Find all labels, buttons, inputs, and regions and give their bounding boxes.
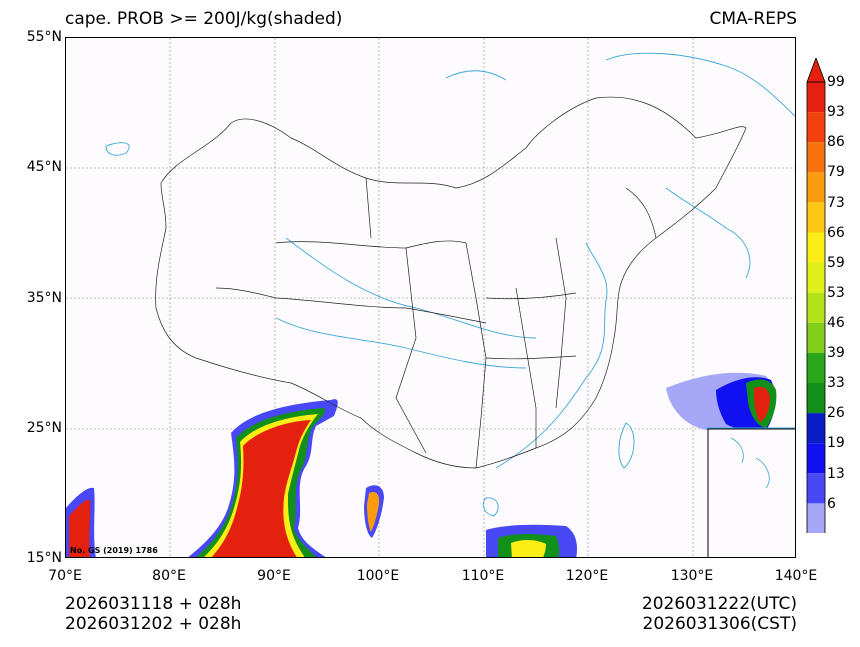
- colorbar: [806, 58, 826, 533]
- colorbar-label-66: 66: [827, 225, 845, 241]
- valid-time-block: 2026031222(UTC) 2026031306(CST): [642, 594, 797, 634]
- south-sea-inset: [707, 428, 795, 557]
- init-time-line1: 2026031118 + 028h: [65, 594, 242, 614]
- colorbar-label-73: 73: [827, 195, 845, 211]
- lon-label-100: 100°E: [356, 568, 400, 584]
- colorbar-label-26: 26: [827, 405, 845, 421]
- colorbar-label-13: 13: [827, 466, 845, 482]
- lat-label-45: 45°N: [26, 159, 62, 175]
- init-time-block: 2026031118 + 028h 2026031202 + 028h: [65, 594, 241, 634]
- colorbar-label-39: 39: [827, 345, 845, 361]
- colorbar-box-59: [807, 262, 825, 293]
- lon-label-120: 120°E: [565, 568, 609, 584]
- colorbar-box-53: [807, 292, 825, 323]
- colorbar-box-39: [807, 352, 825, 383]
- cape-probability-shading: [66, 372, 777, 557]
- lat-label-15: 15°N: [26, 550, 62, 566]
- colorbar-label-79: 79: [827, 164, 845, 180]
- colorbar-label-33: 33: [827, 375, 845, 391]
- colorbar-box-79: [807, 172, 825, 203]
- colorbar-label-46: 46: [827, 315, 845, 331]
- colorbar-label-59: 59: [827, 255, 845, 271]
- colorbar-box-26: [807, 413, 825, 444]
- lon-label-110: 110°E: [461, 568, 505, 584]
- valid-time-utc: 2026031222(UTC): [641, 594, 797, 614]
- graticule: [66, 38, 795, 557]
- colorbar-box-66: [807, 232, 825, 263]
- map-area[interactable]: No. GS (2019) 1786: [65, 37, 796, 558]
- init-time-line2: 2026031202 + 028h: [65, 614, 242, 634]
- model-name: CMA-REPS: [709, 9, 797, 29]
- lat-label-35: 35°N: [26, 290, 62, 306]
- colorbar-box-99: [807, 82, 825, 113]
- colorbar-box-6: [807, 503, 825, 533]
- colorbar-box-93: [807, 112, 825, 143]
- colorbar-box-19: [807, 443, 825, 474]
- lat-label-55: 55°N: [26, 29, 62, 45]
- colorbar-extend-max: [806, 58, 826, 83]
- map-title: cape. PROB >= 200J/kg(shaded): [65, 9, 343, 29]
- colorbar-label-93: 93: [827, 104, 845, 120]
- colorbar-box-33: [807, 383, 825, 414]
- colorbar-label-19: 19: [827, 435, 845, 451]
- valid-time-cst: 2026031306(CST): [642, 614, 797, 634]
- lon-label-130: 130°E: [670, 568, 714, 584]
- lon-label-80: 80°E: [152, 568, 186, 584]
- colorbar-label-53: 53: [827, 285, 845, 301]
- colorbar-label-99: 99: [827, 74, 845, 90]
- map-canvas: [66, 38, 795, 557]
- colorbar-box-86: [807, 142, 825, 173]
- lat-label-25: 25°N: [26, 420, 62, 436]
- colorbar-box-13: [807, 473, 825, 504]
- colorbar-label-86: 86: [827, 134, 845, 150]
- lon-label-90: 90°E: [257, 568, 291, 584]
- coastlines: [105, 52, 795, 517]
- map-review-number: No. GS (2019) 1786: [70, 546, 158, 555]
- colorbar-label-6: 6: [827, 496, 836, 512]
- lon-label-70: 70°E: [48, 568, 82, 584]
- administrative-borders: [155, 96, 747, 469]
- colorbar-box-46: [807, 322, 825, 353]
- lon-label-140: 140°E: [774, 568, 818, 584]
- colorbar-frame: [806, 81, 826, 533]
- colorbar-box-73: [807, 202, 825, 233]
